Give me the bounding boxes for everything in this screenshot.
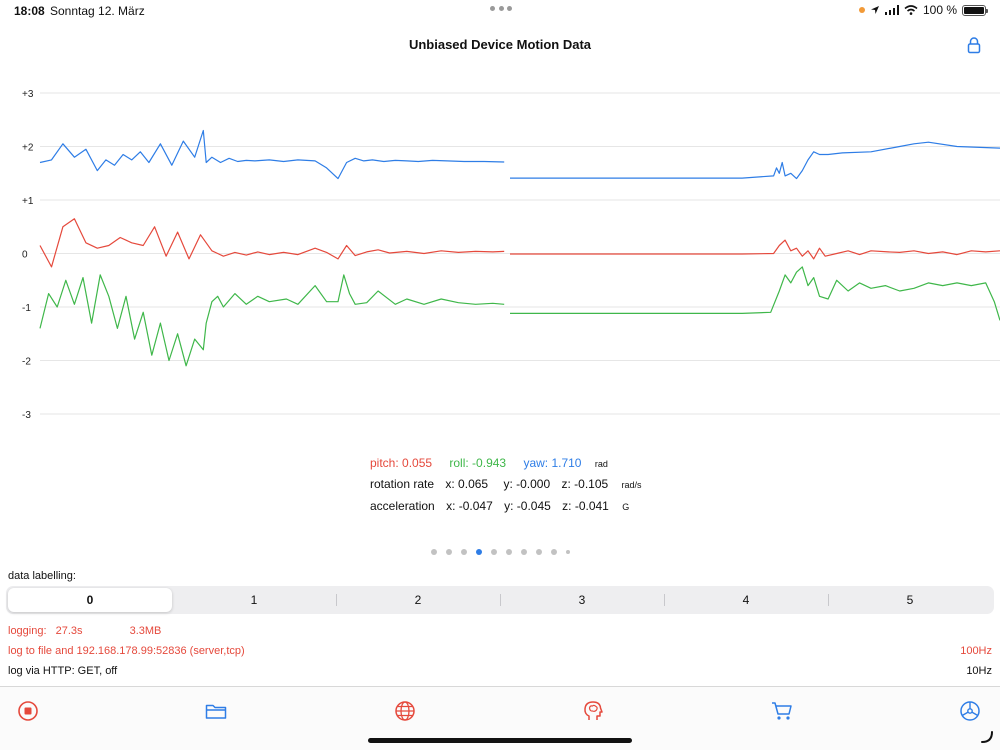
rotation-x: x: 0.065 xyxy=(445,477,489,491)
y-tick-label: +1 xyxy=(22,196,34,207)
segment-0[interactable]: 0 xyxy=(8,588,172,612)
battery-icon xyxy=(962,4,988,16)
page-dot[interactable] xyxy=(535,549,542,555)
series-line xyxy=(39,218,505,268)
page-control[interactable] xyxy=(0,549,1000,555)
multitasking-dots-icon[interactable] xyxy=(490,6,512,14)
y-tick-label: -2 xyxy=(22,357,31,368)
mic-indicator-icon xyxy=(858,7,865,13)
signal-icon xyxy=(884,5,899,15)
settings-wheel-icon[interactable] xyxy=(958,699,982,723)
page-dot[interactable] xyxy=(445,549,452,555)
segment-5[interactable]: 5 xyxy=(828,588,992,612)
page-dot[interactable] xyxy=(430,549,437,555)
acceleration-readout: acceleration x: -0.047 y: -0.045 z: -0.0… xyxy=(370,499,637,513)
status-time: 18:08 xyxy=(14,4,45,18)
cart-icon[interactable] xyxy=(770,699,794,723)
segment-2[interactable]: 2 xyxy=(336,588,500,612)
page-dot[interactable] xyxy=(550,549,557,555)
logging-label: logging: xyxy=(8,625,47,637)
location-arrow-icon xyxy=(870,6,879,14)
data-labelling-segmented-control: 0 1 2 3 4 5 xyxy=(6,586,994,614)
logging-size: 3.3MB xyxy=(129,625,162,637)
brain-head-icon[interactable] xyxy=(581,699,605,723)
log-target: log to file and 192.168.178.99:52836 (se… xyxy=(8,645,245,657)
http-log-status: log via HTTP: GET, off xyxy=(8,665,118,677)
page-dot[interactable] xyxy=(505,549,512,555)
data-labelling-heading: data labelling: xyxy=(8,570,76,582)
logging-status: logging: 27.3s 3.3MB xyxy=(8,625,161,637)
rotation-readout: rotation rate x: 0.065 y: -0.000 z: -0.1… xyxy=(370,477,650,491)
page-dot[interactable] xyxy=(475,549,482,555)
home-indicator[interactable] xyxy=(368,738,632,743)
angle-unit: rad xyxy=(594,459,608,469)
acceleration-y: y: -0.045 xyxy=(504,499,551,513)
segment-4[interactable]: 4 xyxy=(664,588,828,612)
acceleration-x: x: -0.047 xyxy=(446,499,493,513)
logging-time: 27.3s xyxy=(55,625,83,637)
page-title: Unbiased Device Motion Data xyxy=(408,37,592,52)
log-target-rate: 100Hz xyxy=(960,645,992,657)
lock-icon[interactable] xyxy=(966,36,982,54)
chart-series xyxy=(39,129,1000,367)
acceleration-unit: G xyxy=(622,502,630,512)
yaw-value: yaw: 1.710 xyxy=(523,456,582,470)
y-tick-label: +2 xyxy=(22,143,34,154)
page-dot[interactable] xyxy=(520,549,527,555)
handle-icon xyxy=(981,731,993,743)
series-line xyxy=(510,266,1000,321)
attitude-readout: pitch: 0.055 roll: -0.943 yaw: 1.710 rad xyxy=(370,456,616,470)
rotation-y: y: -0.000 xyxy=(503,477,551,491)
y-tick-label: 0 xyxy=(22,250,28,261)
acceleration-label: acceleration xyxy=(370,499,435,513)
http-log-rate: 10Hz xyxy=(966,665,992,677)
page-dot[interactable] xyxy=(490,549,497,555)
y-tick-label: +3 xyxy=(22,89,34,100)
acceleration-z: z: -0.041 xyxy=(562,499,609,513)
status-date: Sonntag 12. März xyxy=(50,4,145,18)
segment-1[interactable]: 1 xyxy=(250,593,258,607)
motion-chart: +3 +2 +1 0 -1 -2 -3 xyxy=(22,89,1000,421)
battery-percent: 100 % xyxy=(922,3,957,17)
stop-record-icon[interactable] xyxy=(16,699,40,723)
y-tick-label: -3 xyxy=(22,410,31,421)
series-line xyxy=(39,129,505,180)
series-line xyxy=(510,239,1000,260)
series-line xyxy=(510,141,1000,180)
series-line xyxy=(39,274,505,367)
globe-icon[interactable] xyxy=(393,699,417,723)
y-axis-ticks: +3 +2 +1 0 -1 -2 -3 xyxy=(22,89,34,421)
folder-icon[interactable] xyxy=(204,699,228,723)
status-indicators: 100 % xyxy=(858,3,988,17)
pitch-value: pitch: 0.055 xyxy=(370,456,433,470)
roll-value: roll: -0.943 xyxy=(449,456,507,470)
rotation-unit: rad/s xyxy=(621,480,642,490)
y-tick-label: -1 xyxy=(22,303,31,314)
page-dot[interactable] xyxy=(565,550,570,554)
wifi-icon xyxy=(904,5,918,15)
chart-grid xyxy=(40,92,1000,415)
page-dot[interactable] xyxy=(460,549,467,555)
rotation-label: rotation rate xyxy=(370,477,435,491)
status-bar: 18:08 Sonntag 12. März 100 % xyxy=(0,0,1000,22)
segment-3[interactable]: 3 xyxy=(500,588,664,612)
rotation-z: z: -0.105 xyxy=(561,477,609,491)
